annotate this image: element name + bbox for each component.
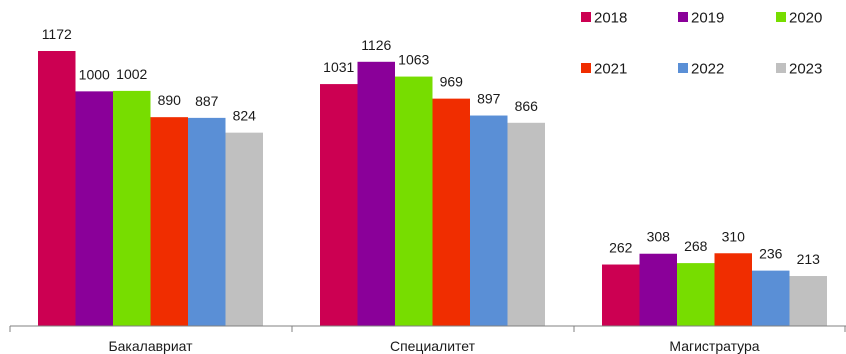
data-label-2019-1: 1000 xyxy=(79,66,110,82)
bar-2019-3 xyxy=(639,253,677,326)
data-label-2022-3: 236 xyxy=(759,246,783,262)
data-label-2018-3: 262 xyxy=(609,240,633,256)
bar-2019-1 xyxy=(75,91,113,326)
bar-2023-3 xyxy=(789,276,827,326)
data-label-2018-1: 1172 xyxy=(42,26,72,42)
data-label-2019-3: 308 xyxy=(647,229,671,245)
data-label-2022-2: 897 xyxy=(477,91,501,107)
bar-2020-3 xyxy=(677,263,715,326)
data-label-2020-1: 1002 xyxy=(116,66,147,82)
category-label: Специалитет xyxy=(390,338,476,354)
bar-2022-2 xyxy=(470,115,508,326)
data-label-2021-3: 310 xyxy=(722,228,746,244)
bar-2020-2 xyxy=(395,76,433,327)
legend-label: 2021 xyxy=(594,61,627,78)
data-label-2021-2: 969 xyxy=(440,74,464,90)
legend-swatch xyxy=(581,12,591,22)
value-labels: 1172 1000 1002 890 887 824 1031 1126 1063 969 897 8… xyxy=(42,26,820,267)
legend-label: 2018 xyxy=(594,10,627,27)
data-label-2022-1: 887 xyxy=(195,93,219,109)
legend-swatch xyxy=(678,63,688,73)
category-label: Магистратура xyxy=(669,338,759,354)
legend-label: 2022 xyxy=(691,61,724,78)
data-label-2023-2: 866 xyxy=(515,98,539,114)
data-label-2023-3: 213 xyxy=(797,251,821,267)
legend-item-2020: 2020 xyxy=(776,10,822,27)
bar-2023-1 xyxy=(225,132,263,326)
legend-label: 2019 xyxy=(691,10,724,27)
bar-2021-2 xyxy=(432,98,470,326)
bar-2018-2 xyxy=(320,84,358,326)
legend-item-2018: 2018 xyxy=(581,10,627,27)
bar-2021-1 xyxy=(150,117,188,326)
bar-2022-1 xyxy=(188,117,226,326)
legend: 2018 2019 2020 2021 2022 2023 xyxy=(581,10,822,78)
bar-2023-2 xyxy=(507,122,545,326)
bars xyxy=(38,51,827,327)
legend-item-2019: 2019 xyxy=(678,10,724,27)
legend-swatch xyxy=(776,12,786,22)
bar-2022-3 xyxy=(752,270,790,326)
data-label-2020-2: 1063 xyxy=(398,52,429,68)
legend-label: 2020 xyxy=(789,10,822,27)
bar-2019-2 xyxy=(357,61,395,326)
legend-swatch xyxy=(678,12,688,22)
legend-swatch xyxy=(776,63,786,73)
bar-2018-3 xyxy=(602,264,640,326)
category-labels: Бакалавриат Специалитет Магистратура xyxy=(108,338,759,354)
data-label-2018-2: 1031 xyxy=(323,59,354,75)
bar-2018-1 xyxy=(38,51,76,326)
data-label-2019-2: 1126 xyxy=(361,37,391,53)
data-label-2020-3: 268 xyxy=(684,238,708,254)
legend-item-2023: 2023 xyxy=(776,61,822,78)
category-label: Бакалавриат xyxy=(108,338,193,354)
bar-2020-1 xyxy=(113,90,151,327)
data-label-2021-1: 890 xyxy=(158,92,182,108)
legend-item-2022: 2022 xyxy=(678,61,724,78)
legend-label: 2023 xyxy=(789,61,822,78)
legend-swatch xyxy=(581,63,591,73)
legend-item-2021: 2021 xyxy=(581,61,627,78)
data-label-2023-1: 824 xyxy=(233,108,257,124)
x-axis-ticks xyxy=(9,326,846,332)
bar-2021-3 xyxy=(714,253,752,326)
